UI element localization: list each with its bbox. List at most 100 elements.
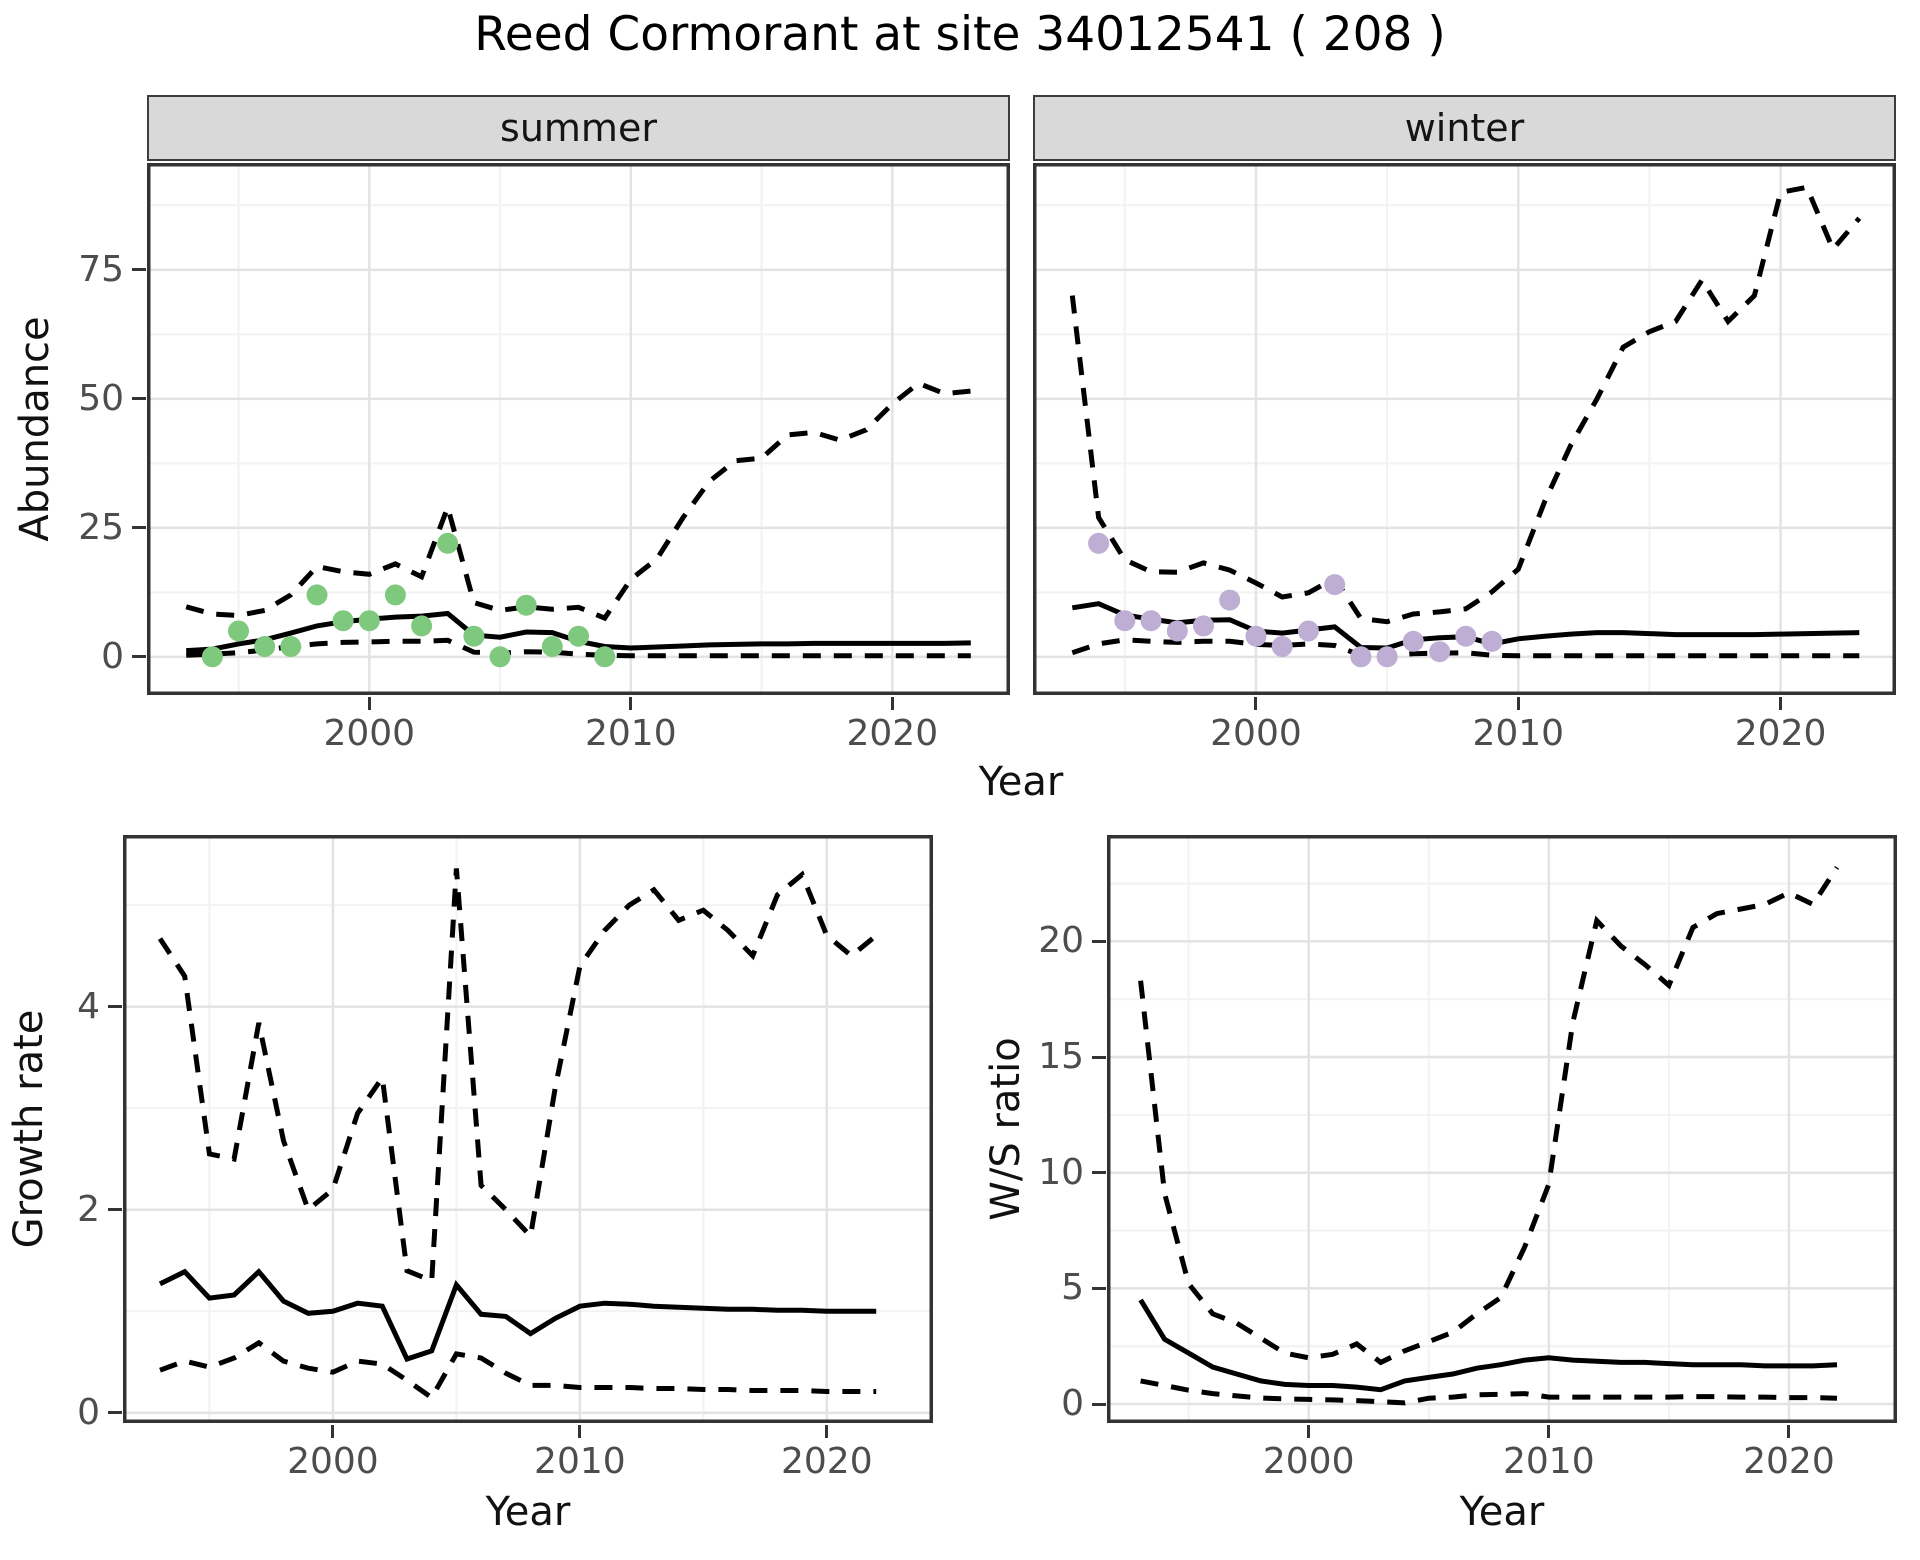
abundance-winter-observed-point bbox=[1350, 646, 1372, 668]
y-tick-mark bbox=[1092, 1286, 1106, 1290]
abundance-winter-observed-point bbox=[1402, 630, 1424, 652]
x-tick-label: 2020 bbox=[780, 1441, 873, 1482]
y-tick-label: 5 bbox=[1061, 1267, 1084, 1309]
abundance-winter-observed-point bbox=[1324, 574, 1346, 596]
abundance-summer-observed-point bbox=[411, 615, 433, 637]
panel-border bbox=[147, 163, 1010, 695]
y-tick-label: 25 bbox=[78, 506, 124, 548]
y-tick-label: 4 bbox=[77, 985, 100, 1027]
abundance-winter-observed-point bbox=[1481, 630, 1503, 652]
y-tick-label: 50 bbox=[78, 377, 124, 419]
abundance-summer-observed-point bbox=[568, 625, 589, 647]
x-tick-label: 2010 bbox=[1503, 1441, 1595, 1482]
y-axis-title-growth-rate: Growth rate bbox=[6, 1009, 52, 1249]
abundance-winter-upper_ci-line bbox=[1069, 184, 1862, 625]
facet-strip-summer: summer bbox=[147, 95, 1010, 161]
x-tick-label: 2010 bbox=[1472, 713, 1565, 754]
abundance-summer-observed-point bbox=[594, 646, 616, 668]
abundance-winter-lower_ci-line bbox=[1071, 637, 1860, 659]
growth-rate-upper_ci-line bbox=[157, 868, 878, 1285]
panel-abundance-summer bbox=[147, 163, 1010, 695]
abundance-winter-observed-point bbox=[1166, 620, 1188, 642]
y-tick-mark bbox=[1092, 1055, 1106, 1059]
y-tick-mark bbox=[1092, 939, 1106, 943]
x-tick-mark bbox=[1307, 1425, 1311, 1438]
y-tick-mark bbox=[108, 1005, 122, 1009]
abundance-winter-observed-point bbox=[1455, 625, 1477, 647]
abundance-summer-observed-point bbox=[254, 636, 276, 657]
y-tick-mark bbox=[108, 1411, 122, 1415]
abundance-summer-observed-point bbox=[280, 636, 302, 657]
abundance-summer-upper_ci-line bbox=[185, 380, 972, 622]
abundance-summer-observed-point bbox=[358, 610, 380, 632]
abundance-winter-observed-point bbox=[1297, 620, 1319, 642]
y-tick-mark bbox=[1092, 1402, 1106, 1406]
x-tick-mark bbox=[890, 697, 894, 710]
panel-border bbox=[1033, 163, 1896, 695]
panel-border bbox=[1107, 835, 1897, 1423]
x-tick-label: 2000 bbox=[1210, 713, 1302, 754]
panel-ws-ratio bbox=[1107, 835, 1897, 1423]
x-tick-mark bbox=[629, 697, 633, 710]
y-tick-label: 75 bbox=[78, 248, 124, 290]
ws-ratio-lower_ci-line bbox=[1140, 1378, 1838, 1406]
abundance-winter-observed-point bbox=[1245, 625, 1267, 647]
y-tick-mark bbox=[108, 1208, 122, 1212]
y-tick-label: 20 bbox=[1038, 920, 1084, 962]
x-tick-mark bbox=[1779, 697, 1783, 710]
abundance-summer-observed-point bbox=[201, 646, 223, 668]
abundance-summer-lower_ci-line bbox=[186, 637, 971, 659]
x-tick-label: 2000 bbox=[323, 713, 416, 754]
abundance-summer-observed-point bbox=[228, 620, 249, 642]
y-tick-mark bbox=[132, 268, 146, 272]
y-tick-label: 10 bbox=[1038, 1151, 1084, 1193]
abundance-summer-observed-point bbox=[332, 610, 354, 632]
x-tick-label: 2000 bbox=[1262, 1441, 1355, 1482]
y-tick-label: 2 bbox=[77, 1188, 100, 1230]
facet-strip-winter-label: winter bbox=[1404, 106, 1525, 150]
page-title: Reed Cormorant at site 34012541 ( 208 ) bbox=[474, 7, 1446, 62]
abundance-winter-observed-point bbox=[1193, 615, 1214, 637]
abundance-summer-observed-point bbox=[489, 646, 511, 668]
growth-rate-lower_ci-line bbox=[159, 1339, 877, 1402]
abundance-winter-observed-point bbox=[1271, 636, 1293, 657]
y-tick-label: 15 bbox=[1038, 1036, 1084, 1078]
abundance-summer-observed-point bbox=[306, 584, 328, 606]
panel-growth-rate bbox=[123, 835, 933, 1423]
panel-abundance-winter bbox=[1033, 163, 1896, 695]
abundance-summer-observed-point bbox=[384, 584, 406, 606]
x-tick-label: 2020 bbox=[1743, 1441, 1835, 1482]
abundance-summer-observed-point bbox=[515, 594, 537, 616]
abundance-summer-observed-point bbox=[541, 636, 563, 657]
x-axis-title-top: Year bbox=[978, 759, 1064, 805]
y-tick-label: 0 bbox=[101, 635, 124, 677]
y-tick-mark bbox=[132, 655, 146, 659]
x-tick-label: 2010 bbox=[534, 1441, 626, 1482]
x-tick-mark bbox=[825, 1425, 829, 1438]
x-tick-mark bbox=[331, 1425, 335, 1438]
abundance-summer-observed-point bbox=[437, 532, 459, 554]
abundance-winter-observed-point bbox=[1429, 641, 1451, 663]
x-axis-title-growth-rate: Year bbox=[485, 1489, 571, 1535]
abundance-summer-observed-point bbox=[463, 625, 485, 647]
panel-border bbox=[123, 835, 933, 1423]
x-tick-label: 2010 bbox=[584, 713, 677, 754]
y-tick-mark bbox=[1092, 1171, 1106, 1175]
x-tick-mark bbox=[1547, 1425, 1551, 1438]
x-tick-mark bbox=[1787, 1425, 1791, 1438]
abundance-winter-observed-point bbox=[1376, 646, 1398, 668]
x-tick-mark bbox=[367, 697, 371, 710]
abundance-winter-observed-point bbox=[1114, 610, 1136, 632]
x-tick-label: 2000 bbox=[287, 1441, 379, 1482]
facet-strip-summer-label: summer bbox=[500, 106, 657, 150]
x-axis-title-ws-ratio: Year bbox=[1459, 1489, 1545, 1535]
y-tick-mark bbox=[132, 397, 146, 401]
x-tick-mark bbox=[1254, 697, 1258, 710]
y-tick-label: 0 bbox=[1061, 1383, 1084, 1425]
abundance-winter-observed-point bbox=[1219, 589, 1241, 611]
y-tick-label: 0 bbox=[77, 1391, 100, 1433]
ws-ratio-upper_ci-line bbox=[1138, 866, 1840, 1366]
x-tick-mark bbox=[578, 1425, 582, 1438]
facet-strip-winter: winter bbox=[1033, 95, 1896, 161]
